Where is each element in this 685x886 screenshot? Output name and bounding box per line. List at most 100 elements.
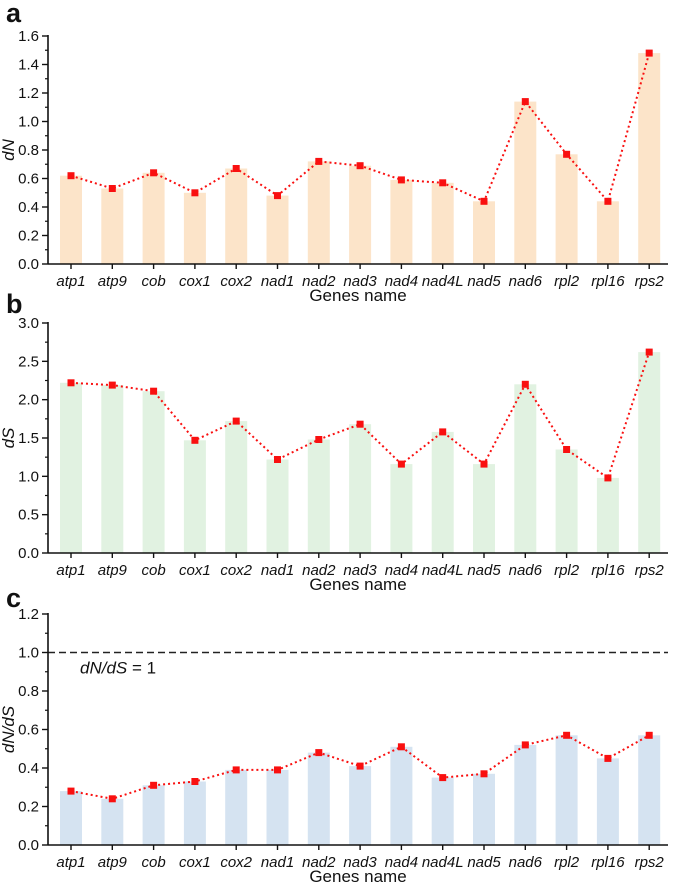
x-tick-label: nad4 — [385, 854, 418, 871]
bar-nad3 — [349, 165, 372, 264]
y-tick-label: 1.5 — [18, 430, 39, 447]
y-tick-label: 1.2 — [18, 606, 39, 623]
bar-cox2 — [225, 769, 248, 845]
bar-nad2 — [307, 752, 330, 845]
x-tick-label: atp1 — [56, 562, 85, 579]
bar-nad1 — [266, 195, 289, 264]
bar-atp9 — [101, 385, 124, 553]
bar-nad4 — [390, 746, 413, 845]
y-tick-label: 0.5 — [18, 507, 39, 524]
x-tick-label: cox1 — [179, 273, 211, 290]
y-tick-label: 1.0 — [18, 114, 39, 131]
bar-nad3 — [349, 766, 372, 845]
data-marker — [150, 387, 158, 395]
x-tick-label: nad3 — [343, 273, 377, 290]
trend-line — [70, 734, 650, 800]
bar-cox1 — [183, 781, 206, 845]
bar-rpl2 — [555, 449, 578, 553]
data-marker — [604, 197, 612, 205]
x-tick-label: nad1 — [261, 562, 294, 579]
data-marker — [232, 766, 240, 774]
data-marker — [356, 420, 364, 428]
data-marker — [521, 380, 529, 388]
data-marker — [191, 189, 199, 197]
bar-nad4 — [390, 464, 413, 553]
x-axis-title: Genes name — [309, 575, 406, 594]
x-tick-label: nad6 — [509, 273, 543, 290]
data-marker — [480, 197, 488, 205]
bar-nad2 — [307, 439, 330, 553]
x-tick-label: nad4 — [385, 562, 418, 579]
data-marker — [439, 428, 447, 436]
bar-rpl2 — [555, 154, 578, 264]
x-tick-label: nad2 — [302, 854, 336, 871]
bar-rps2 — [638, 735, 661, 845]
x-tick-label: rpl16 — [591, 562, 625, 579]
data-marker — [480, 770, 488, 778]
x-tick-label: atp1 — [56, 854, 85, 871]
bar-atp9 — [101, 188, 124, 264]
x-tick-label: rpl16 — [591, 854, 625, 871]
x-tick-label: rpl16 — [591, 273, 625, 290]
y-tick-label: 2.5 — [18, 353, 39, 370]
bar-nad4L — [431, 182, 454, 264]
y-tick-label: 0.0 — [18, 837, 39, 854]
bar-nad6 — [514, 384, 537, 553]
y-tick-label: 1.6 — [18, 28, 39, 45]
bar-nad4L — [431, 431, 454, 553]
panel-a: a 0.0 0.2 0.4 0.6 0.8 1.0 1.2 1.4 1.6 atp1 atp9 cob… — [0, 0, 685, 305]
x-tick-label: cox1 — [179, 562, 211, 579]
data-marker — [645, 49, 653, 57]
data-marker — [397, 176, 405, 184]
data-marker — [315, 157, 323, 165]
data-marker — [67, 172, 75, 180]
x-tick-label: atp9 — [98, 854, 128, 871]
x-tick-label: nad6 — [509, 562, 543, 579]
data-marker — [604, 474, 612, 482]
bar-rpl16 — [596, 477, 619, 553]
bar-nad5 — [473, 464, 495, 553]
x-tick-label: nad2 — [302, 273, 336, 290]
bar-atp1 — [60, 382, 82, 553]
data-marker — [274, 766, 281, 774]
x-tick-label: nad3 — [343, 562, 377, 579]
data-marker — [315, 436, 323, 443]
y-tick-label: 0.4 — [18, 760, 39, 777]
bar-nad5 — [473, 201, 495, 264]
data-marker — [150, 781, 158, 789]
data-marker — [521, 741, 529, 749]
y-tick-label: 3.0 — [18, 315, 39, 332]
y-tick-label: 1.0 — [18, 468, 39, 485]
y-tick-label: 0.6 — [18, 722, 39, 739]
data-marker — [150, 169, 158, 177]
data-marker — [232, 417, 240, 425]
bar-nad6 — [514, 744, 537, 845]
data-marker — [604, 754, 612, 762]
x-tick-label: cox2 — [220, 562, 252, 579]
x-tick-label: cob — [142, 273, 166, 290]
bar-cox2 — [225, 168, 248, 264]
x-tick-label: nad5 — [467, 562, 501, 579]
data-marker — [191, 778, 199, 785]
y-tick-label: 1.2 — [18, 85, 39, 102]
bar-rpl16 — [596, 201, 619, 264]
bar-cox1 — [183, 440, 206, 553]
x-tick-label: rpl2 — [554, 854, 580, 871]
data-marker — [274, 192, 281, 200]
bar-atp9 — [101, 798, 124, 845]
data-marker — [108, 381, 116, 389]
bar-nad1 — [266, 769, 289, 845]
data-marker — [315, 749, 323, 757]
y-tick-label: 0.2 — [18, 228, 39, 245]
y-tick-label: 0.0 — [18, 545, 39, 562]
data-marker — [645, 348, 653, 356]
y-tick-label: 0.6 — [18, 171, 39, 188]
x-tick-label: atp9 — [98, 273, 128, 290]
x-tick-label: rps2 — [635, 273, 665, 290]
data-marker — [439, 179, 447, 187]
reference-line-label: dN/dS = 1 — [80, 659, 156, 678]
data-marker — [274, 456, 281, 463]
y-axis-title: dN/dS — [0, 705, 18, 753]
x-tick-label: atp1 — [56, 273, 85, 290]
data-marker — [563, 446, 571, 453]
